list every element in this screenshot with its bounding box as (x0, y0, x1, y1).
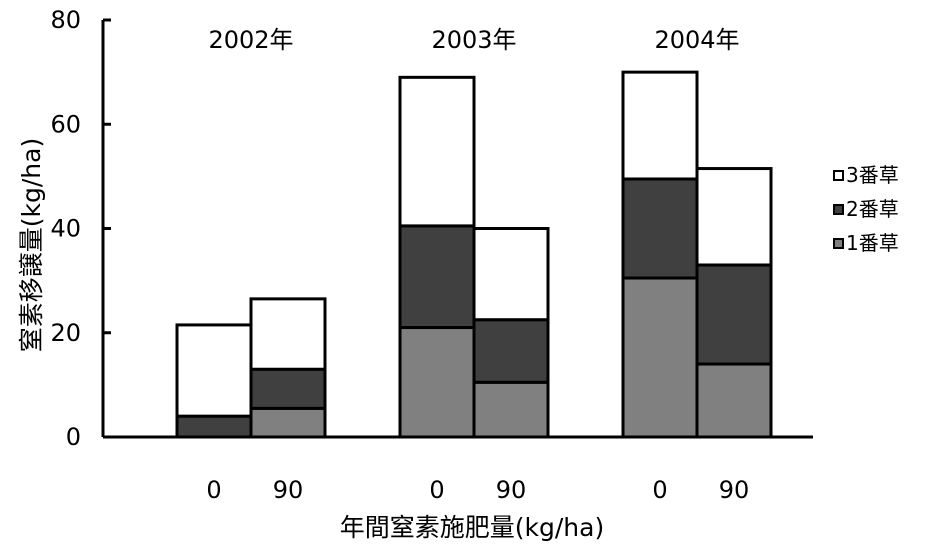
bar-4-segment-2 (621, 70, 699, 181)
bar-2-segment-1 (398, 224, 476, 330)
legend-swatch-1 (833, 237, 844, 249)
x-tick-label-3: 90 (496, 476, 527, 504)
legend-label-1: 1番草 (846, 231, 899, 255)
bar-0-segment-2 (175, 323, 253, 418)
legend-label-2: 2番草 (846, 197, 899, 221)
x-axis-label: 年間窒素施肥量(kg/ha) (340, 513, 604, 542)
legend-swatch-3 (833, 169, 844, 181)
bar-0-segment-1 (175, 414, 253, 439)
y-tick-label-3: 60 (50, 110, 81, 138)
bar-2-segment-0 (398, 326, 476, 439)
y-axis-label: 窒素移譲量(kg/ha) (17, 138, 46, 352)
bar-4-segment-0 (621, 276, 699, 439)
y-tick-label-4: 80 (50, 6, 81, 34)
bar-5-segment-0 (695, 362, 773, 439)
bar-2-segment-2 (398, 75, 476, 228)
y-tick-label-1: 20 (50, 319, 81, 347)
bars (175, 70, 773, 439)
y-tick-label-2: 40 (50, 215, 81, 243)
x-tick-label-4: 0 (652, 476, 667, 504)
bar-3-segment-0 (472, 380, 550, 439)
group-label-1: 2003年 (431, 26, 516, 54)
x-tick-label-5: 90 (719, 476, 750, 504)
group-label-2: 2004年 (654, 26, 739, 54)
legend-item-3: 3番草 (833, 158, 933, 192)
x-tick-label-2: 0 (429, 476, 444, 504)
bar-1-segment-2 (249, 297, 327, 371)
group-label-0: 2002年 (208, 26, 293, 54)
legend-label-3: 3番草 (846, 163, 899, 187)
x-tick-label-1: 90 (273, 476, 304, 504)
legend-item-1: 1番草 (833, 226, 933, 260)
bar-4-segment-1 (621, 177, 699, 280)
legend-item-2: 2番草 (833, 192, 933, 226)
bar-1-segment-0 (249, 406, 327, 439)
bar-5-segment-2 (695, 167, 773, 267)
bar-1-segment-1 (249, 367, 327, 410)
y-tick-label-0: 0 (66, 423, 81, 451)
bar-3-segment-2 (472, 227, 550, 322)
legend: 3番草 2番草 1番草 (833, 158, 933, 260)
bar-5-segment-1 (695, 263, 773, 366)
bar-3-segment-1 (472, 318, 550, 384)
labels: 0 20 40 60 80 2002年 0 90 2003年 0 90 2004年 0 90 年間窒素施肥量… (17, 6, 749, 542)
x-tick-label-0: 0 (206, 476, 221, 504)
legend-swatch-2 (833, 203, 844, 215)
